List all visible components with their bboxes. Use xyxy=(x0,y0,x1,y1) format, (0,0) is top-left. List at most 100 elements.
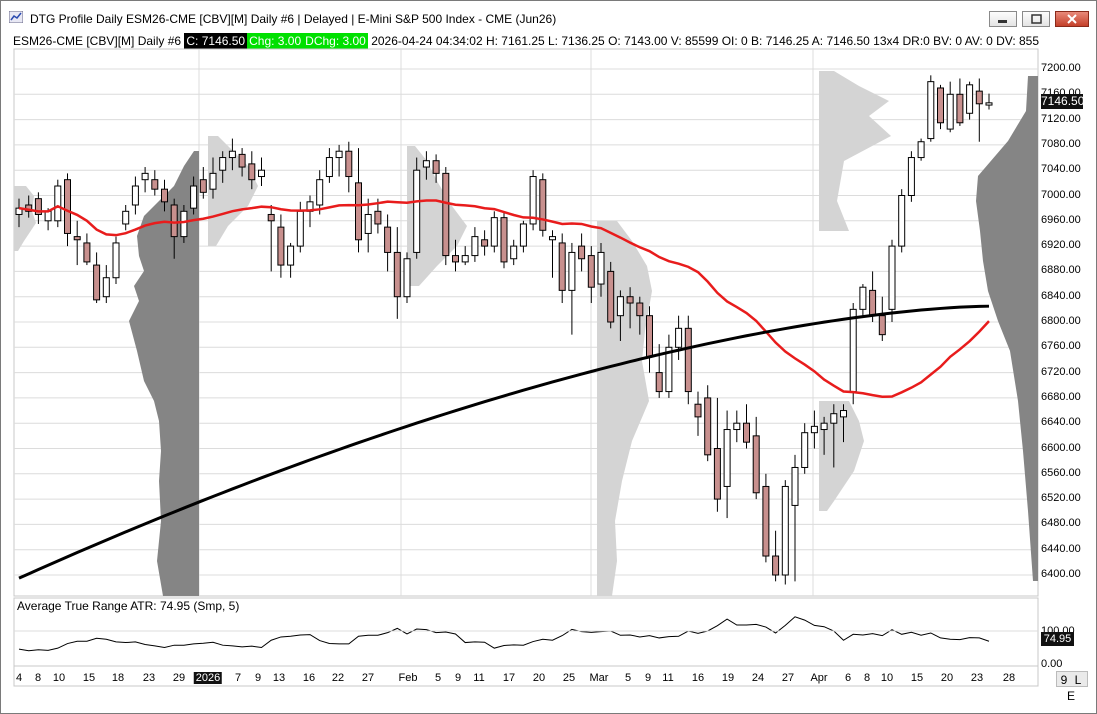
candle-down xyxy=(199,179,207,193)
minimize-icon xyxy=(998,20,1007,23)
candle-up xyxy=(946,93,954,130)
candle-up xyxy=(122,210,130,225)
close-button[interactable] xyxy=(1055,11,1089,27)
candle-down xyxy=(684,327,692,393)
time-axis-label: 16 xyxy=(302,672,316,684)
time-axis-label: 16 xyxy=(691,672,705,684)
window-title: DTG Profile Daily ESM26-CME [CBV][M] Dai… xyxy=(30,12,557,26)
maximize-button[interactable] xyxy=(1022,11,1050,27)
price-axis-tick: 6400.00 xyxy=(1041,568,1081,580)
candle-up xyxy=(364,213,372,234)
candle-down xyxy=(393,251,401,298)
price-axis-tick: 6600.00 xyxy=(1041,441,1081,454)
candle-down xyxy=(636,302,644,317)
time-axis-label: 23 xyxy=(142,672,156,684)
time-axis-label: 9 xyxy=(254,672,262,684)
price-axis-tick: 6920.00 xyxy=(1041,239,1081,252)
candle-up xyxy=(859,286,867,310)
title-bar[interactable]: DTG Profile Daily ESM26-CME [CBV][M] Dai… xyxy=(1,1,1096,33)
candle-down xyxy=(93,264,101,301)
candle-up xyxy=(335,150,343,159)
time-axis-label: 9 xyxy=(644,672,652,684)
candle-up xyxy=(549,236,556,241)
time-axis-label: 22 xyxy=(331,672,345,684)
time-axis-label: 25 xyxy=(562,672,576,684)
candle-down xyxy=(238,153,246,168)
candle-down xyxy=(607,270,615,323)
candle-up xyxy=(180,210,188,238)
candle-up xyxy=(529,176,537,225)
price-axis-tick: 7040.00 xyxy=(1041,163,1081,176)
time-axis-label: 10 xyxy=(880,672,894,684)
candle-up xyxy=(403,258,411,298)
time-axis-label: 11 xyxy=(473,672,485,684)
candle-down xyxy=(384,226,392,253)
candle-down xyxy=(578,245,586,260)
volume-profile-dec-dark xyxy=(129,151,199,596)
time-axis-label: 28 xyxy=(1002,672,1016,684)
candle-up xyxy=(228,150,236,159)
time-axis-label: 18 xyxy=(111,672,125,684)
candle-down xyxy=(267,213,275,222)
time-axis-label: 10 xyxy=(52,672,66,684)
price-axis-tick: 6680.00 xyxy=(1041,390,1081,403)
time-axis-label: 5 xyxy=(434,672,442,684)
candle-down xyxy=(500,217,508,263)
candle-up xyxy=(519,223,527,247)
candle-up xyxy=(840,410,847,418)
time-axis-label: 6 xyxy=(844,672,852,684)
candle-down xyxy=(442,172,450,257)
candle-up xyxy=(141,172,149,181)
time-axis-label: 7 xyxy=(234,672,242,684)
candle-up xyxy=(112,242,120,279)
candle-down xyxy=(655,372,663,393)
price-axis-tick: 6960.00 xyxy=(1041,213,1081,226)
current-price-tag: 7146.50 xyxy=(1041,94,1085,109)
candle-up xyxy=(316,179,324,206)
candle-down xyxy=(762,485,770,557)
candle-up xyxy=(190,185,198,209)
time-axis-label: 9 xyxy=(454,672,462,684)
volume-profile-feb xyxy=(407,146,467,286)
price-axis-tick: 6800.00 xyxy=(1041,315,1081,327)
candle-down xyxy=(248,163,256,181)
price-axis-tick: 6840.00 xyxy=(1041,289,1081,302)
volume-profile-apr-hi xyxy=(819,71,891,231)
candle-down xyxy=(151,179,159,190)
candle-down xyxy=(452,255,459,263)
candle-up xyxy=(54,185,62,222)
candle-up xyxy=(801,432,809,468)
candle-up xyxy=(461,255,469,263)
bar-data-readout: 2026-04-24 04:34:02 H: 7161.25 L: 7136.2… xyxy=(371,34,1039,48)
candle-down xyxy=(646,315,653,358)
chart-app-icon xyxy=(9,11,23,23)
candle-down xyxy=(277,226,285,266)
candle-down xyxy=(975,90,983,105)
time-axis-label: 27 xyxy=(361,672,375,684)
candle-up xyxy=(490,217,498,247)
price-axis-tick: 6880.00 xyxy=(1041,264,1081,277)
candle-down xyxy=(64,179,71,234)
time-axis-label: 13 xyxy=(272,672,286,684)
time-axis-label: 5 xyxy=(624,672,632,684)
minimize-button[interactable] xyxy=(989,11,1017,27)
candle-down xyxy=(956,93,964,124)
time-axis-label: 29 xyxy=(172,672,186,684)
time-axis-label: 15 xyxy=(910,672,924,684)
chart-corner-label[interactable]: 9 L E xyxy=(1056,671,1088,703)
candle-up xyxy=(966,84,974,114)
price-axis-tick: 6520.00 xyxy=(1041,492,1081,505)
candle-up xyxy=(296,210,304,247)
price-axis-tick: 6720.00 xyxy=(1041,365,1081,378)
symbol-label: ESM26-CME [CBV][M] Daily #6 xyxy=(13,34,182,48)
candle-up xyxy=(907,157,915,197)
candle-down xyxy=(170,204,178,238)
candle-down xyxy=(694,403,702,418)
time-axis-label: 15 xyxy=(82,672,96,684)
moving-average-fast-line xyxy=(18,199,990,398)
time-axis-label: 24 xyxy=(751,672,765,684)
candle-up xyxy=(568,251,576,291)
time-axis-label: 19 xyxy=(721,672,735,684)
candle-up xyxy=(781,485,789,576)
